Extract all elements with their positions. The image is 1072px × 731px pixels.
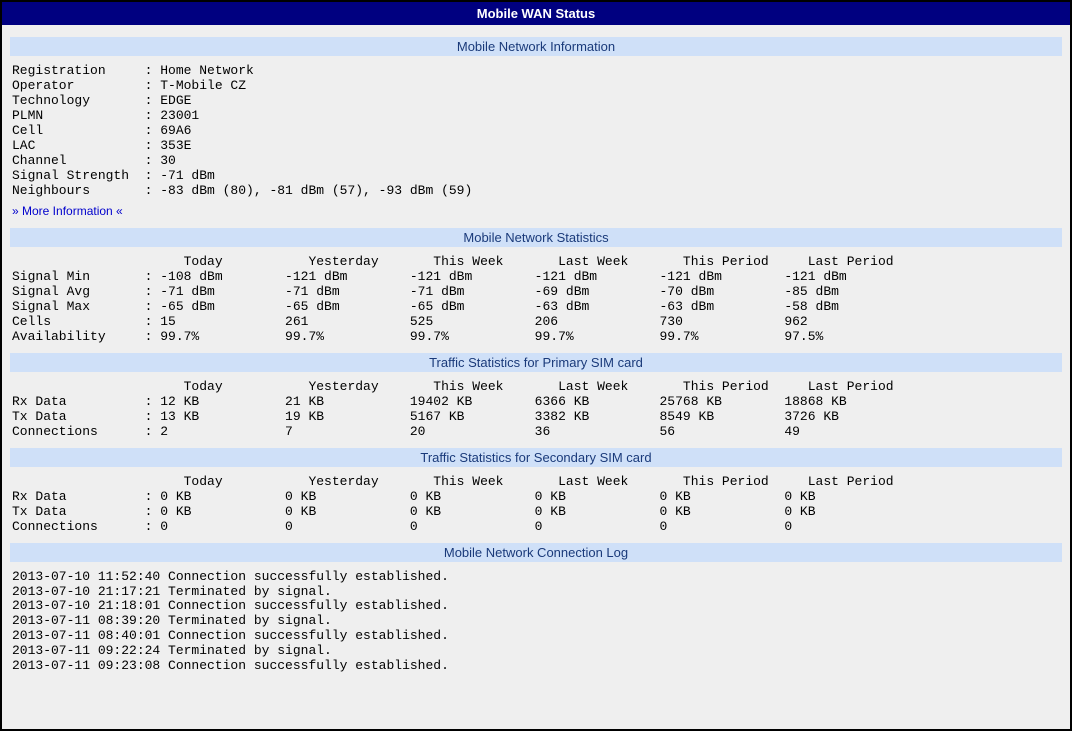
page-title: Mobile WAN Status bbox=[2, 2, 1070, 25]
section-header-connection-log: Mobile Network Connection Log bbox=[10, 543, 1062, 562]
network-stats-block: Today Yesterday This Week Last Week This… bbox=[10, 251, 1062, 347]
section-header-network-info: Mobile Network Information bbox=[10, 37, 1062, 56]
network-info-block: Registration : Home Network Operator : T… bbox=[10, 60, 1062, 200]
traffic-secondary-block: Today Yesterday This Week Last Week This… bbox=[10, 471, 1062, 537]
traffic-primary-block: Today Yesterday This Week Last Week This… bbox=[10, 376, 1062, 442]
connection-log-block: 2013-07-10 11:52:40 Connection successfu… bbox=[10, 566, 1062, 677]
section-header-network-stats: Mobile Network Statistics bbox=[10, 228, 1062, 247]
section-header-traffic-primary: Traffic Statistics for Primary SIM card bbox=[10, 353, 1062, 372]
more-information-link[interactable]: » More Information « bbox=[10, 200, 125, 222]
section-header-traffic-secondary: Traffic Statistics for Secondary SIM car… bbox=[10, 448, 1062, 467]
status-panel: Mobile WAN Status Mobile Network Informa… bbox=[0, 0, 1072, 731]
content-area: Mobile Network Information Registration … bbox=[2, 25, 1070, 684]
